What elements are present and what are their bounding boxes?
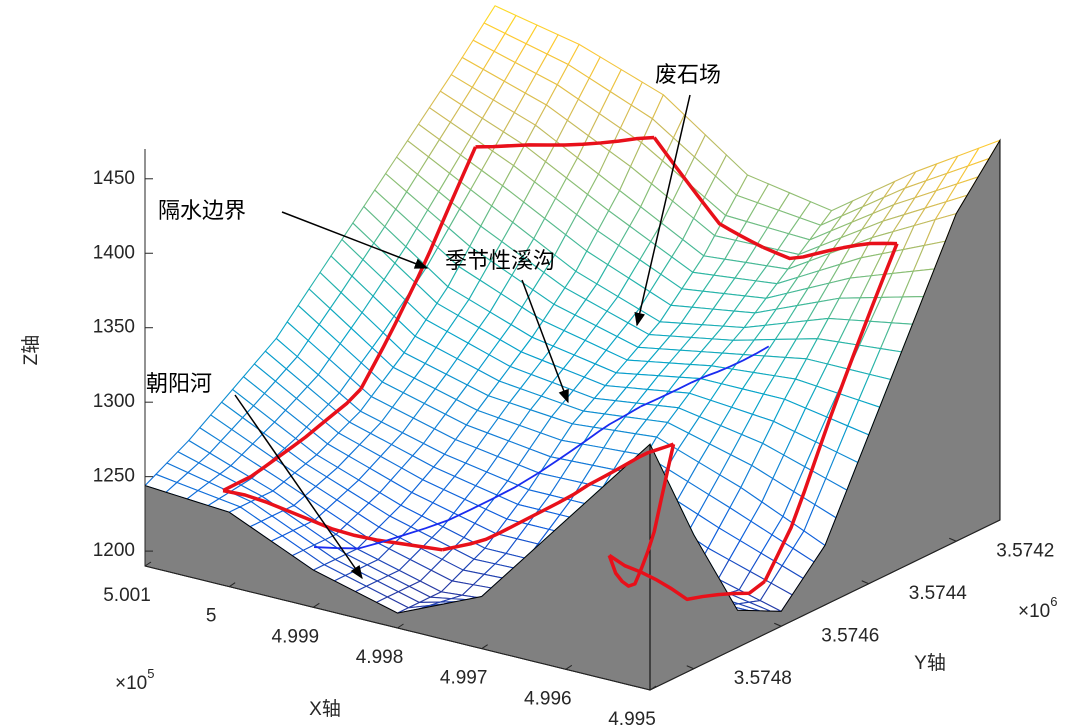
y-tick-label: 3.5742 — [996, 540, 1054, 561]
z-tick-label: 1300 — [93, 391, 135, 412]
z-tick-label: 1400 — [93, 242, 135, 263]
z-axis-label: Z轴 — [20, 335, 42, 366]
y-multiplier: ×106 — [1018, 594, 1057, 622]
chart: 1200 1250 1300 1350 1400 1450 5.001 5 4.999 4.998… — [0, 0, 1086, 727]
x-multiplier: ×105 — [115, 666, 154, 694]
y-tick-label: 3.5746 — [821, 625, 879, 646]
x-axis-label: X轴 — [309, 698, 341, 720]
annotation: 废石场 — [655, 63, 721, 88]
z-tick-label: 1200 — [93, 540, 135, 561]
multiplier-power: 6 — [1050, 594, 1057, 609]
multiplier-base: ×10 — [1018, 601, 1050, 622]
annotation: 隔水边界 — [158, 199, 246, 224]
y-tick-label: 3.5748 — [734, 668, 792, 689]
annotation: 朝阳河 — [146, 372, 212, 397]
multiplier-base: ×10 — [115, 673, 147, 694]
y-axis-label: Y轴 — [914, 652, 946, 674]
x-tick-label: 4.995 — [608, 709, 656, 727]
z-tick-label: 1350 — [93, 317, 135, 338]
surface — [145, 6, 1000, 690]
x-tick-label: 4.997 — [440, 668, 488, 689]
annotation: 季节性溪沟 — [445, 249, 555, 274]
x-tick-label: 4.998 — [356, 647, 404, 668]
z-tick-label: 1250 — [93, 466, 135, 487]
multiplier-power: 5 — [147, 666, 154, 681]
x-tick-label: 4.999 — [272, 626, 320, 647]
y-tick-label: 3.5744 — [909, 583, 968, 604]
x-tick-label: 5 — [206, 606, 217, 627]
x-tick-label: 4.996 — [524, 688, 572, 709]
x-tick-label: 5.001 — [103, 585, 151, 606]
z-tick-label: 1450 — [93, 168, 135, 189]
